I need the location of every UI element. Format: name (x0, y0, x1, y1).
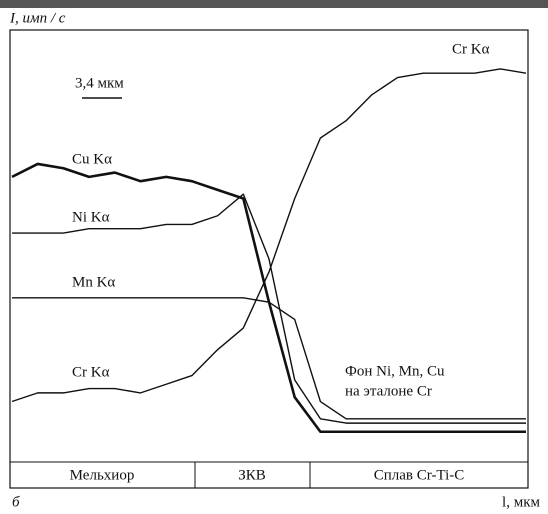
x-axis-label: l, мкм (502, 494, 540, 510)
y-axis-label: I, имп / с (9, 10, 66, 26)
scale-bar-label: 3,4 мкм (75, 75, 124, 91)
series-line (12, 297, 526, 420)
series-label: Cr Kα (452, 41, 490, 57)
annotation: Фон Ni, Mn, Cu (345, 363, 445, 379)
image-strip (0, 0, 548, 8)
series-line (12, 193, 526, 424)
region-label: Мельхиор (70, 467, 135, 483)
series-label: Cu Kα (72, 151, 112, 167)
series-label: Ni Kα (72, 209, 110, 225)
series-label: Cr Kα (72, 364, 110, 380)
panel-label: б (12, 494, 20, 510)
region-label: Сплав Cr-Ti-C (374, 467, 465, 483)
region-label: ЗКВ (238, 467, 266, 483)
annotation: на эталоне Cr (345, 383, 432, 399)
series-line (11, 68, 527, 403)
series-label: Mn Kα (72, 274, 115, 290)
plot-frame (9, 29, 529, 489)
